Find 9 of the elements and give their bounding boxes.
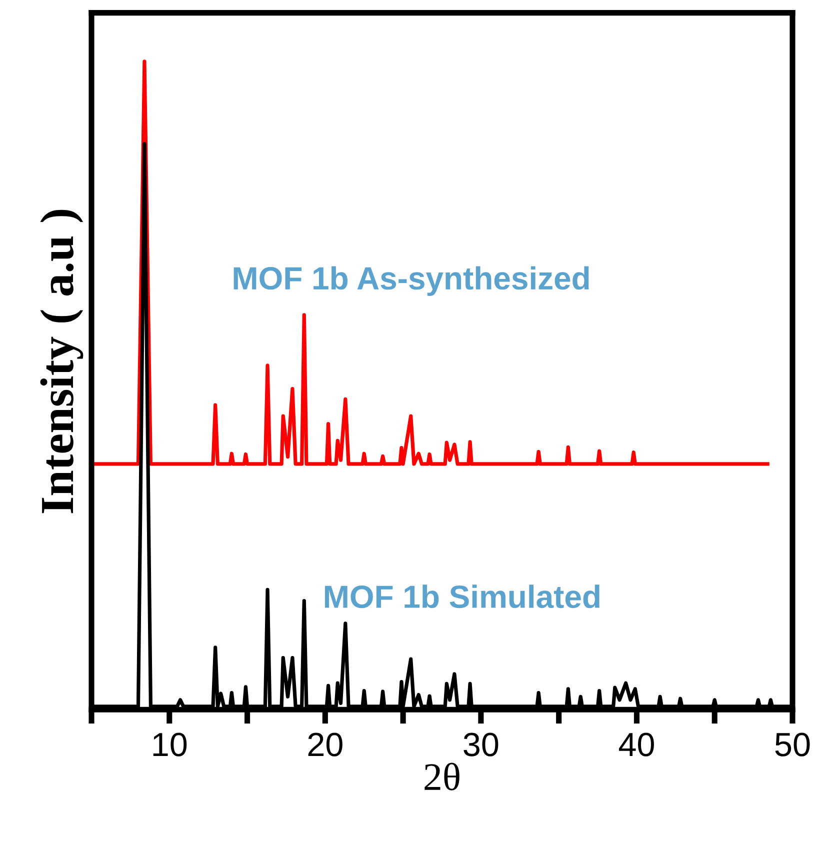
x-tick-label: 20: [308, 732, 342, 756]
x-tick-label: 50: [775, 732, 810, 756]
x-tick-label: 10: [153, 732, 187, 756]
y-axis-title: Intensity ( a.u ): [40, 210, 84, 514]
x-tick-label: 30: [464, 732, 498, 756]
x-tick-label: 40: [618, 732, 654, 756]
series-label: MOF 1b Simulated: [324, 584, 600, 608]
text: MOF 1b As-synthesized: [234, 266, 589, 296]
x-axis-title: 2θ: [424, 762, 460, 790]
